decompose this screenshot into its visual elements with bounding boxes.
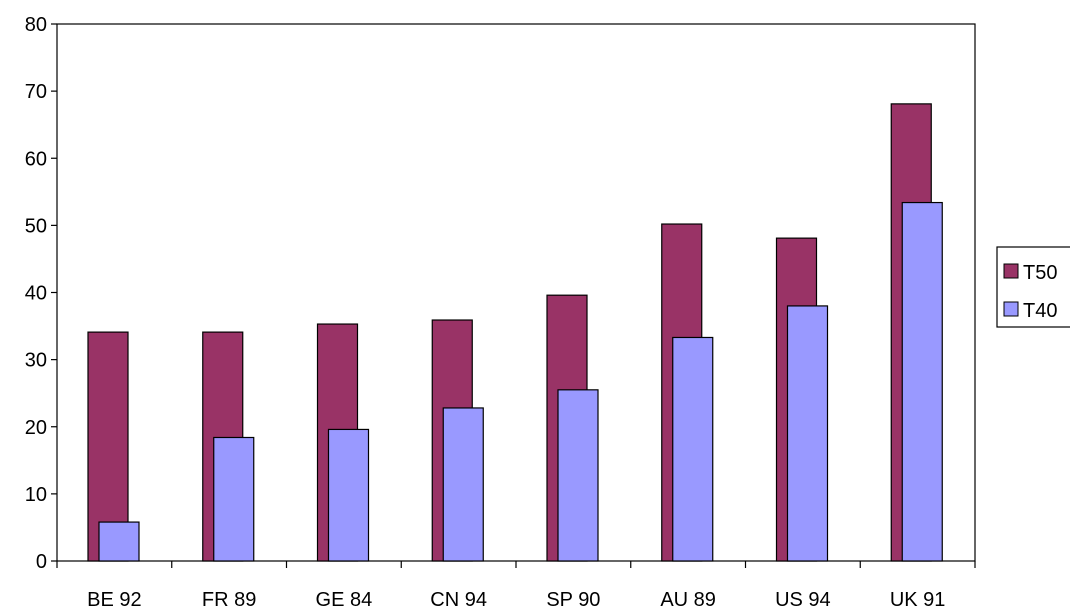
x-tick-label: GE 84 (316, 589, 373, 610)
x-tick-label: US 94 (775, 589, 831, 610)
legend-swatch-t40 (1003, 301, 1019, 317)
y-axis: 0 10 20 30 40 50 60 70 80 (25, 14, 57, 573)
plot-area (56, 23, 976, 562)
bar-t40 (213, 436, 255, 562)
bar-t40 (672, 336, 714, 562)
legend-label-t40: T40 (1023, 300, 1057, 322)
y-tick-label: 60 (25, 148, 47, 170)
y-tick-label: 0 (36, 551, 47, 573)
x-axis: BE 92 FR 89 GE 84 CN 94 SP 90 AU 89 US 94 UK 91 (56, 561, 976, 610)
y-tick-label: 70 (25, 81, 47, 103)
x-tick-label: CN 94 (430, 589, 487, 610)
bar-t40 (98, 521, 140, 562)
legend-swatch-t50 (1003, 263, 1019, 279)
x-tick-label: SP 90 (546, 589, 600, 610)
y-tick-label: 20 (25, 417, 47, 439)
bar-t40 (901, 201, 943, 562)
bar-t40 (557, 389, 599, 562)
bar-t40 (786, 305, 829, 562)
x-tick-label: UK 91 (890, 589, 946, 610)
y-tick-label: 30 (25, 350, 47, 372)
y-tick-label: 80 (25, 14, 47, 36)
bar-t40 (327, 428, 370, 562)
bars (87, 103, 943, 562)
y-tick-label: 40 (25, 283, 47, 305)
bar-t40 (442, 407, 484, 562)
legend-label-t50: T50 (1023, 262, 1057, 284)
y-tick-label: 50 (25, 215, 47, 237)
x-tick-label: BE 92 (87, 589, 141, 610)
y-tick-label: 10 (25, 484, 47, 506)
legend: T50 T40 (996, 246, 1070, 328)
x-tick-label: AU 89 (660, 589, 716, 610)
x-tick-label: FR 89 (202, 589, 256, 610)
